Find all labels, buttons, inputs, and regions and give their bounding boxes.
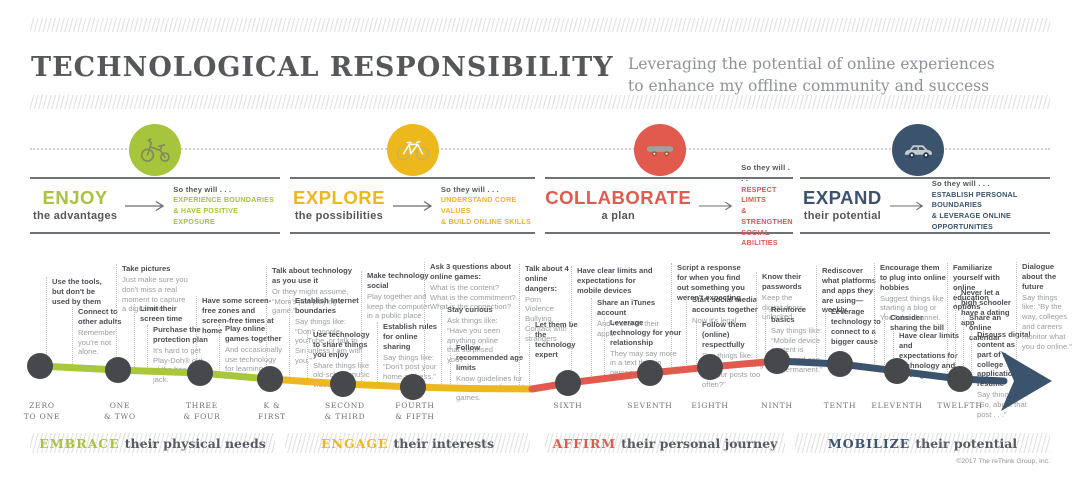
section-header-enjoy: ENJOY the advantages So they will . . . …	[30, 177, 280, 234]
footer-bar-affirm: AFFIRM their personal journey	[545, 433, 785, 453]
right-arrow-icon	[392, 200, 433, 211]
timeline-note: Make technology social Play together and …	[361, 271, 435, 385]
section-title: ENJOY	[42, 187, 108, 209]
footer-rest: their interests	[393, 435, 494, 451]
section-subtitle: the possibilities	[294, 209, 384, 222]
hatch-bar-under-title	[30, 95, 1050, 109]
icon-dotted-line	[30, 148, 1050, 150]
skateboard-icon	[634, 124, 686, 176]
milestone-label: ONE & TWO	[104, 401, 136, 422]
footer-bar-mobilize: MOBILIZE their potential	[795, 433, 1050, 453]
section-outcome: UNDERSTAND CORE VALUES & BUILD ONLINE SK…	[440, 195, 531, 226]
milestone-label: K & FIRST	[258, 401, 286, 422]
section-title: COLLABORATE	[545, 187, 692, 209]
page-title: TECHNOLOGICAL RESPONSIBILITY	[31, 52, 614, 83]
section-header-collaborate: COLLABORATE a plan So they will . . . RE…	[545, 163, 793, 247]
timeline-note: Rediscover what platforms and apps they …	[816, 266, 880, 363]
so-they-will-label: So they will . . .	[440, 184, 499, 194]
footer-verb: ENGAGE	[321, 435, 389, 451]
so-they-will-label: So they will . . .	[931, 179, 990, 189]
footer-verb: AFFIRM	[552, 435, 617, 451]
timeline-note: Leverage technology to connect to a bigg…	[825, 307, 885, 363]
timeline-note: Never let a high schooler have a dating …	[955, 288, 1017, 377]
timeline-note: Reinforce basics Say things like: “Mobile…	[765, 305, 823, 374]
footer-bar-embrace: EMBRACE their physical needs	[30, 433, 275, 453]
car-icon	[892, 124, 944, 176]
milestone-label: EIGHTH	[691, 401, 729, 410]
footer-rest: their personal journey	[621, 435, 778, 451]
timeline-note: Have clear limits and expectations for m…	[571, 266, 653, 384]
timeline-note: Talk about 4 online dangers: Porn Violenc…	[519, 264, 575, 389]
section-outcome: RESPECT LIMITS & STRENGTHEN SOCIAL ABILI…	[741, 184, 793, 248]
milestone-label: SIXTH	[553, 401, 583, 410]
right-arrow-icon	[125, 200, 165, 211]
timeline-note: Use the tools, but don't be used by them	[46, 277, 114, 367]
section-subtitle: the advantages	[33, 209, 118, 222]
section-title: EXPLORE	[293, 187, 385, 209]
right-arrow-icon	[889, 201, 924, 210]
timeline-note: Have some screen-free zones and screen-f…	[196, 296, 276, 373]
timeline-note: Stay curious Ask things like: “Have you s…	[441, 305, 511, 388]
milestone-label: FOURTH & FIFTH	[395, 401, 435, 422]
copyright-text: ©2017 The reThink Group, Inc.	[956, 458, 1050, 465]
section-subtitle: a plan	[601, 209, 636, 222]
section-subtitle: their potential	[803, 209, 881, 222]
timeline-note: Follow recommended age limits Know guidel…	[450, 343, 528, 402]
footer-bar-engage: ENGAGE their interests	[285, 433, 530, 453]
tricycle-icon	[129, 124, 181, 176]
section-header-expand: EXPAND their potential So they will . . …	[800, 177, 1050, 234]
timeline-note: Talk about technology as you use it Or th…	[266, 266, 361, 379]
timeline-note: Ask 3 questions about online games: What …	[424, 262, 519, 387]
timeline-note: Limit their screen time	[134, 304, 184, 371]
timeline-note: Know their passwords Keep the digital doo…	[756, 272, 814, 362]
footer-verb: MOBILIZE	[827, 435, 911, 451]
section-outcome: EXPERIENCE BOUNDARIES & HAVE POSITIVE EX…	[173, 195, 275, 226]
so-they-will-label: So they will . . .	[741, 162, 791, 184]
section-header-explore: EXPLORE the possibilities So they will .…	[290, 177, 535, 234]
milestone-label: SEVENTH	[627, 401, 673, 410]
footer-rest: their physical needs	[124, 435, 266, 451]
timeline-note: Encourage them to plug into online hobbi…	[874, 263, 948, 366]
milestone-label: TENTH	[823, 401, 857, 410]
timeline-note: Script a response for when you find out …	[671, 263, 751, 371]
footer-verb: EMBRACE	[39, 435, 120, 451]
timeline-note: Establish Internet boundaries Say things …	[289, 296, 363, 381]
right-arrow-icon	[699, 201, 733, 210]
bicycle-icon	[387, 124, 439, 176]
section-outcome: ESTABLISH PERSONAL BOUNDARIES & LEVERAGE…	[931, 189, 1018, 231]
milestone-label: ZERO TO ONE	[23, 401, 61, 422]
page-subtitle: Leveraging the potential of online exper…	[628, 55, 995, 96]
section-title: EXPAND	[803, 187, 882, 209]
footer-rest: their potential	[915, 435, 1018, 451]
milestone-label: ELEVENTH	[871, 401, 923, 410]
milestone-label: SECOND & THIRD	[324, 401, 366, 422]
milestone-label: THREE & FOUR	[183, 401, 221, 422]
timeline-note: Share an iTunes account And research thei…	[591, 298, 677, 382]
timeline-note: Let them be the technology expert	[529, 320, 579, 389]
hatch-bar-top	[30, 18, 1050, 32]
timeline-note: Start social media accounts together Now …	[686, 295, 762, 369]
timeline-note: Share an online calendar	[963, 313, 1019, 378]
milestone-label: NINTH	[761, 401, 793, 410]
timeline-note: Take pictures Just make sure you don't mi…	[116, 264, 188, 370]
timeline-note: Connect to other adults Remember you're n…	[72, 307, 128, 368]
timeline-note: Familiarize yourself with online educati…	[947, 263, 1013, 376]
so-they-will-label: So they will . . .	[173, 184, 232, 194]
milestone-label: TWELFTH	[937, 401, 983, 410]
timeline-note: Consider sharing the bill	[884, 313, 946, 367]
timeline-note: Dialogue about the future Say things like…	[1016, 262, 1072, 381]
